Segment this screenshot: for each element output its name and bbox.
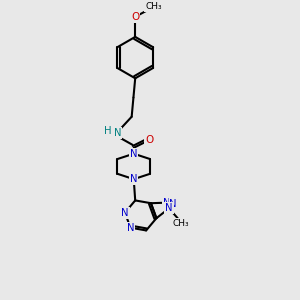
Text: N: N bbox=[165, 203, 173, 213]
Text: N: N bbox=[130, 149, 137, 159]
Text: N: N bbox=[127, 223, 134, 233]
Text: O: O bbox=[145, 134, 153, 145]
Text: N: N bbox=[114, 128, 122, 138]
Text: N: N bbox=[121, 208, 129, 218]
Text: CH₃: CH₃ bbox=[172, 219, 189, 228]
Text: N: N bbox=[163, 198, 171, 208]
Text: N: N bbox=[130, 174, 137, 184]
Text: H: H bbox=[104, 126, 111, 136]
Text: N: N bbox=[169, 199, 177, 208]
Text: CH₃: CH₃ bbox=[145, 2, 162, 11]
Text: O: O bbox=[131, 12, 139, 22]
